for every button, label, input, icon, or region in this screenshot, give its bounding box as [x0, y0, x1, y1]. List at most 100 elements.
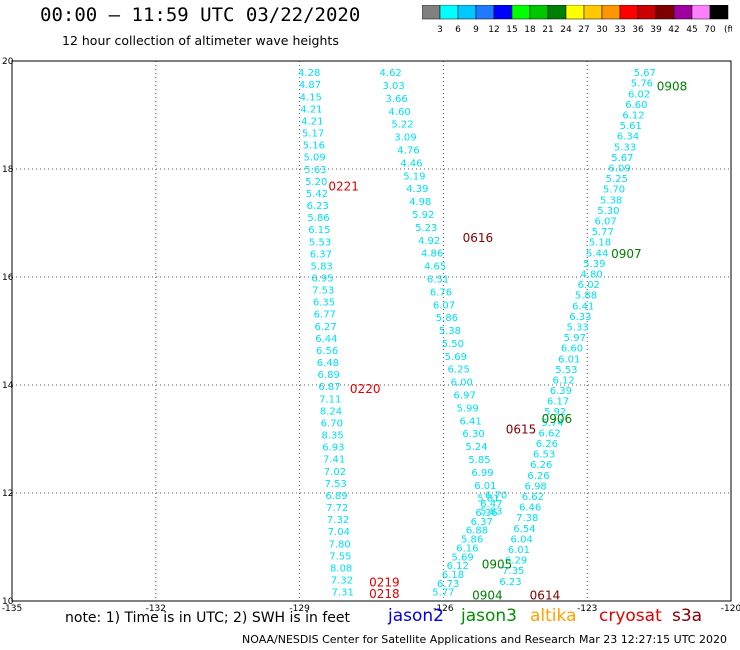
pass-time-label: 0904 — [472, 588, 503, 602]
wave-height-value: 5.63 — [304, 165, 326, 176]
wave-height-value: 6.16 — [456, 543, 478, 554]
pass-time-label: 0218 — [369, 587, 400, 601]
wave-height-value: 5.81 — [477, 494, 499, 505]
wave-height-value: 5.23 — [415, 223, 437, 234]
wave-height-value: 4.76 — [397, 145, 419, 156]
wave-height-value: 3.09 — [394, 133, 416, 144]
wave-height-value: 4.46 — [400, 158, 422, 169]
wave-height-value: 6.97 — [454, 391, 476, 402]
wave-height-value: 5.86 — [307, 213, 329, 224]
wave-height-value: 8.35 — [321, 431, 343, 442]
wave-height-value: 6.44 — [315, 334, 337, 345]
colorbar-tick-label: 24 — [560, 25, 572, 35]
colorbar-tick-label: 70 — [704, 25, 716, 35]
wave-height-value: 6.89 — [325, 491, 347, 502]
x-tick-label: -126 — [433, 604, 454, 614]
wave-height-value: 6.70 — [485, 490, 507, 501]
wave-height-value: 6.99 — [471, 468, 493, 479]
plot-frame — [11, 60, 732, 602]
colorbar-tick-label: 39 — [650, 25, 662, 35]
wave-height-value: 5.38 — [600, 195, 622, 206]
wave-height-value: 5.92 — [544, 407, 566, 418]
wave-height-value: 5.50 — [442, 339, 464, 350]
wave-height-value: 6.60 — [561, 344, 583, 355]
wave-height-value: 6.60 — [625, 100, 647, 111]
wave-height-value: 3.03 — [383, 81, 405, 92]
wave-height-value: 6.98 — [525, 481, 547, 492]
wave-height-value: 5.70 — [603, 185, 625, 196]
wave-height-value: 6.62 — [522, 492, 544, 503]
wave-height-value: 6.46 — [519, 503, 541, 514]
wave-height-value: 7.55 — [329, 551, 351, 562]
wave-height-value: 5.69 — [451, 552, 473, 563]
wave-height-value: 6.87 — [318, 382, 340, 393]
wave-height-value: 6.18 — [442, 570, 464, 581]
colorbar-tick-label: 3 — [437, 25, 443, 35]
wave-height-value: 6.34 — [617, 132, 639, 143]
wave-height-value: 4.60 — [388, 107, 410, 118]
wave-height-value: 5.30 — [597, 206, 619, 217]
wave-height-value: 6.29 — [505, 556, 527, 567]
wave-height-value: 7.72 — [326, 503, 348, 514]
wave-height-value: 5.88 — [575, 291, 597, 302]
wave-height-value: 4.21 — [301, 116, 323, 127]
wave-height-value: 6.53 — [533, 450, 555, 461]
wave-height-value: 7.35 — [502, 566, 524, 577]
wave-height-value: 6.23 — [307, 201, 329, 212]
wave-height-value: 6.02 — [578, 280, 600, 291]
colorbar-tick-label: 9 — [473, 25, 479, 35]
wave-height-value: 5.69 — [445, 352, 467, 363]
wave-height-value: 4.21 — [300, 104, 322, 115]
pass-time-label: 0219 — [369, 575, 400, 589]
wave-height-value: 5.33 — [614, 142, 636, 153]
wave-height-value: 5.77 — [592, 227, 614, 238]
y-tick-label: 12 — [2, 489, 13, 499]
wave-height-value: 5.16 — [303, 141, 325, 152]
chart-subtitle: 12 hour collection of altimeter wave hei… — [62, 33, 339, 48]
wave-height-value: 7.53 — [325, 479, 347, 490]
wave-height-value: 6.15 — [308, 225, 330, 236]
wave-height-value: 4.39 — [406, 184, 428, 195]
x-tick-label: -132 — [146, 604, 166, 614]
wave-height-value: 6.39 — [550, 386, 572, 397]
wave-height-value: 5.83 — [480, 507, 502, 518]
wave-height-value: 5.42 — [306, 189, 328, 200]
wave-height-value: 5.38 — [439, 326, 461, 337]
wave-height-value: 6.12 — [622, 111, 644, 122]
wave-height-value: 6.95 — [311, 273, 333, 284]
wave-height-value: 3.66 — [385, 94, 407, 105]
generated-timestamp: Mar 23 12:27:15 UTC 2020 — [579, 633, 727, 646]
y-tick-label: 10 — [2, 597, 14, 607]
wave-height-value: 5.53 — [555, 365, 577, 376]
wave-height-value: 4.92 — [418, 236, 440, 247]
wave-height-value: 5.44 — [586, 248, 608, 259]
wave-height-value: 7.53 — [312, 286, 334, 297]
wave-height-value: 6.41 — [572, 301, 594, 312]
wave-height-value: 5.61 — [620, 121, 642, 132]
wave-height-value: 6.54 — [513, 524, 535, 535]
wave-height-value: 6.25 — [448, 365, 470, 376]
wave-height-value: 8.08 — [330, 563, 352, 574]
wave-height-value: 6.02 — [628, 89, 650, 100]
wave-height-value: 5.09 — [304, 153, 326, 164]
pass-time-label: 0220 — [350, 382, 381, 396]
colorbar-tick-label: 30 — [596, 25, 608, 35]
x-tick-label: -123 — [577, 604, 597, 614]
footer-note: note: 1) Time is in UTC; 2) SWH is in fe… — [65, 610, 351, 626]
wave-height-value: 6.12 — [552, 375, 574, 386]
pass-time-label: 0905 — [482, 558, 513, 572]
x-tick-label: -129 — [289, 604, 310, 614]
legend-jason3: jason3 — [461, 606, 517, 626]
wave-height-value: 6.30 — [462, 429, 484, 440]
wave-height-value: 6.01 — [508, 545, 530, 556]
wave-height-value: 6.93 — [322, 443, 344, 454]
colorbar-tick-label: 36 — [632, 25, 644, 35]
wave-height-value: 7.32 — [327, 515, 349, 526]
wave-height-value: 4.87 — [299, 80, 321, 91]
wave-height-value: 6.26 — [536, 439, 558, 450]
wave-height-value: 6.12 — [447, 561, 469, 572]
wave-height-value: 5.85 — [468, 455, 490, 466]
wave-height-value: 6.73 — [437, 579, 459, 590]
colorbar-tick-label: 6 — [455, 25, 461, 35]
